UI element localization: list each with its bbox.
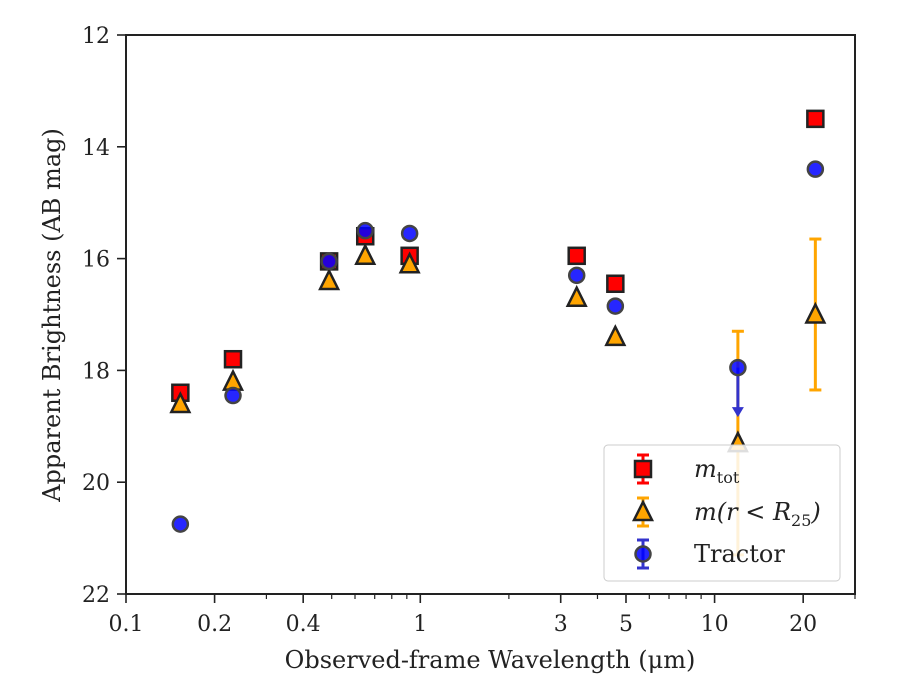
y-tick-label: 22 (82, 583, 110, 608)
mtot-point (567, 246, 586, 266)
mr25-point (318, 268, 341, 291)
y-tick-label: 12 (82, 24, 110, 49)
legend-mr25-main: m(r < R (694, 498, 791, 526)
tractor-point (320, 252, 338, 271)
x-tick-label: 0.1 (109, 612, 144, 637)
arrow-head (731, 407, 744, 418)
tractor-point (171, 515, 190, 533)
x-tick-label: 0.2 (197, 612, 232, 637)
legend-marker-mtot (633, 459, 653, 479)
x-tick-label: 1 (413, 612, 427, 637)
legend-mr25-tail: ) (810, 498, 820, 526)
mr25-point (398, 251, 421, 274)
mr25-point (804, 301, 827, 324)
mr25-point (354, 243, 377, 266)
x-tick-label: 5 (619, 612, 633, 637)
legend-markers (631, 453, 655, 570)
legend-box (603, 444, 841, 582)
x-tick-label: 0.4 (286, 612, 321, 637)
legend-mr25-sub: 25 (791, 511, 811, 530)
tractor-point (400, 224, 419, 243)
y-tick-label: 16 (82, 248, 110, 273)
mr25-point (565, 284, 588, 307)
y-tick-label: 20 (82, 471, 110, 496)
x-tick-label: 20 (789, 612, 817, 637)
legend-label-mr25: m(r < R25) (694, 498, 821, 530)
legend-label-tractor: Tractor (694, 540, 785, 568)
legend-label-mtot: mtot (694, 455, 740, 487)
mtot-point (806, 109, 825, 129)
tractor-point (356, 221, 374, 240)
legend-marker-mr25 (631, 499, 655, 522)
legend: mtot m(r < R25) Tractor (603, 444, 841, 582)
legend-marker-tractor (634, 545, 652, 563)
tractor-point (806, 160, 825, 178)
x-tick-label: 10 (701, 612, 729, 637)
x-axis-label: Observed-frame Wavelength (μm) (285, 646, 696, 674)
mtot-point (223, 349, 243, 369)
tractor-point (567, 266, 586, 285)
legend-mtot-main: m (694, 455, 717, 483)
y-tick-label: 14 (82, 136, 110, 161)
tractor-point (606, 297, 625, 315)
legend-mtot-sub: tot (717, 468, 740, 487)
mtot-point (606, 274, 625, 294)
y-axis-label: Apparent Brightness (AB mag) (38, 128, 66, 503)
plot-frame (125, 34, 856, 595)
mr25-point (604, 324, 627, 347)
mr25-point (169, 391, 192, 414)
tractor-point (729, 358, 747, 377)
x-tick-label: 3 (554, 612, 568, 637)
y-tick-label: 18 (82, 359, 110, 384)
axes: 0.1 0.2 0.4 1 3 5 10 20 12 14 16 18 20 22 (82, 24, 856, 637)
tractor-point (224, 386, 242, 405)
